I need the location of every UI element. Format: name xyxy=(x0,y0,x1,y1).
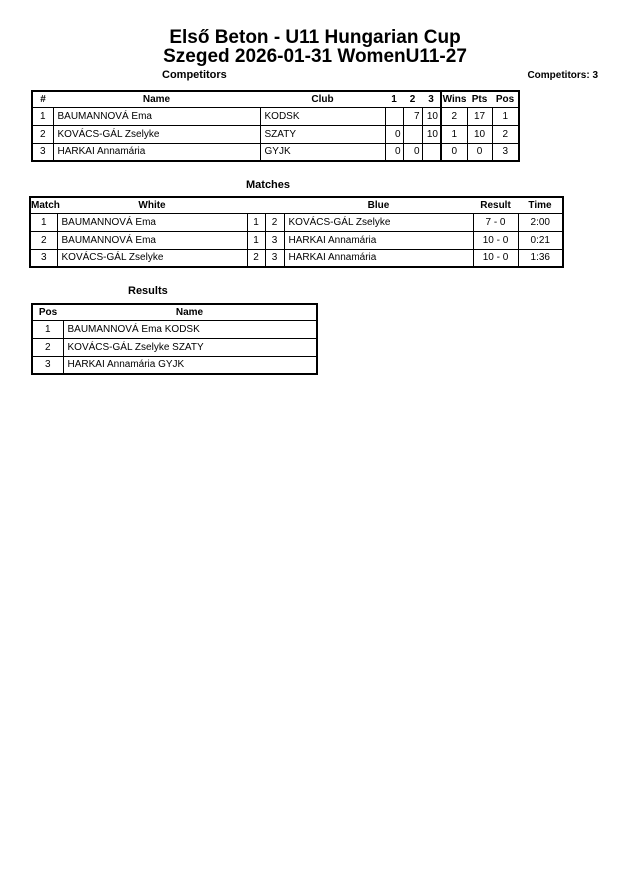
table-cell: 0 xyxy=(466,142,493,162)
header-row: Pos Name xyxy=(32,304,317,320)
table-cell: 1 xyxy=(491,106,520,126)
column-header: 2 xyxy=(409,93,416,105)
page-subtitle: Szeged 2026-01-31 WomenU11-27 xyxy=(163,46,467,67)
table-cell: 2 xyxy=(31,337,64,357)
table-row: 1 BAUMANNOVÁ Ema KODSK xyxy=(31,319,318,339)
competitors-count: Competitors: 3 xyxy=(527,70,598,81)
table-cell: 10 - 0 xyxy=(472,248,519,268)
table-cell: 10 xyxy=(421,124,442,144)
column-header: # xyxy=(40,93,46,105)
table-row: 2 KOVÁCS-GÁL Zselyke SZATY 0 10 1 10 2 xyxy=(31,124,520,144)
column-header: Result xyxy=(480,199,511,211)
column-header: Club xyxy=(311,93,334,105)
table-cell: 1 xyxy=(246,212,266,232)
table-row: 3 HARKAI Annamária GYJK xyxy=(31,355,318,375)
table-cell: 10 - 0 xyxy=(472,230,519,250)
column-header: Blue xyxy=(367,199,390,211)
table-row: 3 HARKAI Annamária GYJK 0 0 0 0 3 xyxy=(31,142,520,162)
column-header: Pos xyxy=(495,93,515,105)
table-cell: 3 xyxy=(31,355,64,375)
competitors-table: # Name Club 1 2 3 Wins Pts Pos 1 BAUMANNOVÁ Ema KOD… xyxy=(31,90,520,162)
header-row: Match White Blue Result Time xyxy=(30,197,563,213)
page-title: Első Beton - U11 Hungarian Cup xyxy=(169,27,461,48)
table-cell: KOVÁCS-GÁL Zselyke xyxy=(52,124,261,144)
table-cell: 3 xyxy=(491,142,520,162)
table-cell: 7 xyxy=(402,106,423,126)
table-cell: 2 xyxy=(264,212,285,232)
table-cell: KOVÁCS-GÁL Zselyke xyxy=(283,212,474,232)
table-cell: 3 xyxy=(31,142,54,162)
results-table: Pos Name 1 BAUMANNOVÁ Ema KODSK 2 KOVÁCS-GÁL … xyxy=(31,303,318,375)
table-cell: 2:00 xyxy=(517,212,564,232)
table-cell: HARKAI Annamária GYJK xyxy=(62,355,318,375)
table-cell: GYJK xyxy=(259,142,386,162)
column-header: Wins xyxy=(440,91,467,107)
table-cell: 3 xyxy=(264,230,285,250)
competitors-heading: Competitors xyxy=(162,69,227,81)
table-cell: 0 xyxy=(384,142,404,162)
table-cell: 0 xyxy=(440,142,468,162)
table-cell: 1 xyxy=(246,230,266,250)
table-cell xyxy=(421,142,442,162)
table-cell: BAUMANNOVÁ Ema KODSK xyxy=(62,319,318,339)
table-row: 1 BAUMANNOVÁ Ema KODSK 7 10 2 17 1 xyxy=(31,106,520,126)
table-cell: BAUMANNOVÁ Ema xyxy=(56,212,248,232)
table-cell: 0 xyxy=(384,124,404,144)
table-cell: 2 xyxy=(246,248,266,268)
table-cell: HARKAI Annamária xyxy=(283,230,474,250)
table-cell: 3 xyxy=(264,248,285,268)
table-cell: KOVÁCS-GÁL Zselyke SZATY xyxy=(62,337,318,357)
table-cell: 2 xyxy=(491,124,520,144)
table-cell: 2 xyxy=(29,230,58,250)
column-header: Name xyxy=(142,93,171,105)
column-header: Name xyxy=(175,306,204,318)
table-cell: 1 xyxy=(29,212,58,232)
table-cell: BAUMANNOVÁ Ema xyxy=(52,106,261,126)
table-row: 3 KOVÁCS-GÁL Zselyke 2 3 HARKAI Annamária 10 … xyxy=(29,248,564,268)
table-cell: KODSK xyxy=(259,106,386,126)
table-cell: 0:21 xyxy=(517,230,564,250)
table-row: 2 KOVÁCS-GÁL Zselyke SZATY xyxy=(31,337,318,357)
table-cell: HARKAI Annamária xyxy=(52,142,261,162)
table-cell: SZATY xyxy=(259,124,386,144)
table-cell: 17 xyxy=(466,106,493,126)
table-cell xyxy=(384,106,404,126)
table-cell: KOVÁCS-GÁL Zselyke xyxy=(56,248,248,268)
header-row: # Name Club 1 2 3 Wins Pts Pos xyxy=(32,91,519,107)
table-cell: 1 xyxy=(440,124,468,144)
matches-heading: Matches xyxy=(246,179,291,191)
table-cell: 1:36 xyxy=(517,248,564,268)
table-cell: HARKAI Annamária xyxy=(283,248,474,268)
table-cell: 2 xyxy=(31,124,54,144)
table-cell: 10 xyxy=(466,124,493,144)
results-heading: Results xyxy=(128,285,168,297)
column-header: Pos xyxy=(38,306,58,318)
column-header xyxy=(265,197,284,213)
column-header: 1 xyxy=(391,93,397,105)
table-cell: 10 xyxy=(421,106,442,126)
column-header: 3 xyxy=(428,93,434,105)
table-row: 1 BAUMANNOVÁ Ema 1 2 KOVÁCS-GÁL Zselyke 7 - 0… xyxy=(29,212,564,232)
column-header: White xyxy=(138,199,166,211)
table-cell: 0 xyxy=(402,142,423,162)
table-cell: 1 xyxy=(31,106,54,126)
matches-table: Match White Blue Result Time 1 BAUMANNOVÁ Ema 1… xyxy=(29,196,564,268)
table-cell: 3 xyxy=(29,248,58,268)
column-header: Match xyxy=(31,199,60,211)
table-cell xyxy=(402,124,423,144)
table-cell: 7 - 0 xyxy=(472,212,519,232)
table-cell: BAUMANNOVÁ Ema xyxy=(56,230,248,250)
table-cell: 2 xyxy=(440,106,468,126)
column-header xyxy=(247,197,265,213)
table-cell: 1 xyxy=(31,319,64,339)
column-header: Pts xyxy=(471,93,488,105)
column-header: Time xyxy=(528,199,552,211)
